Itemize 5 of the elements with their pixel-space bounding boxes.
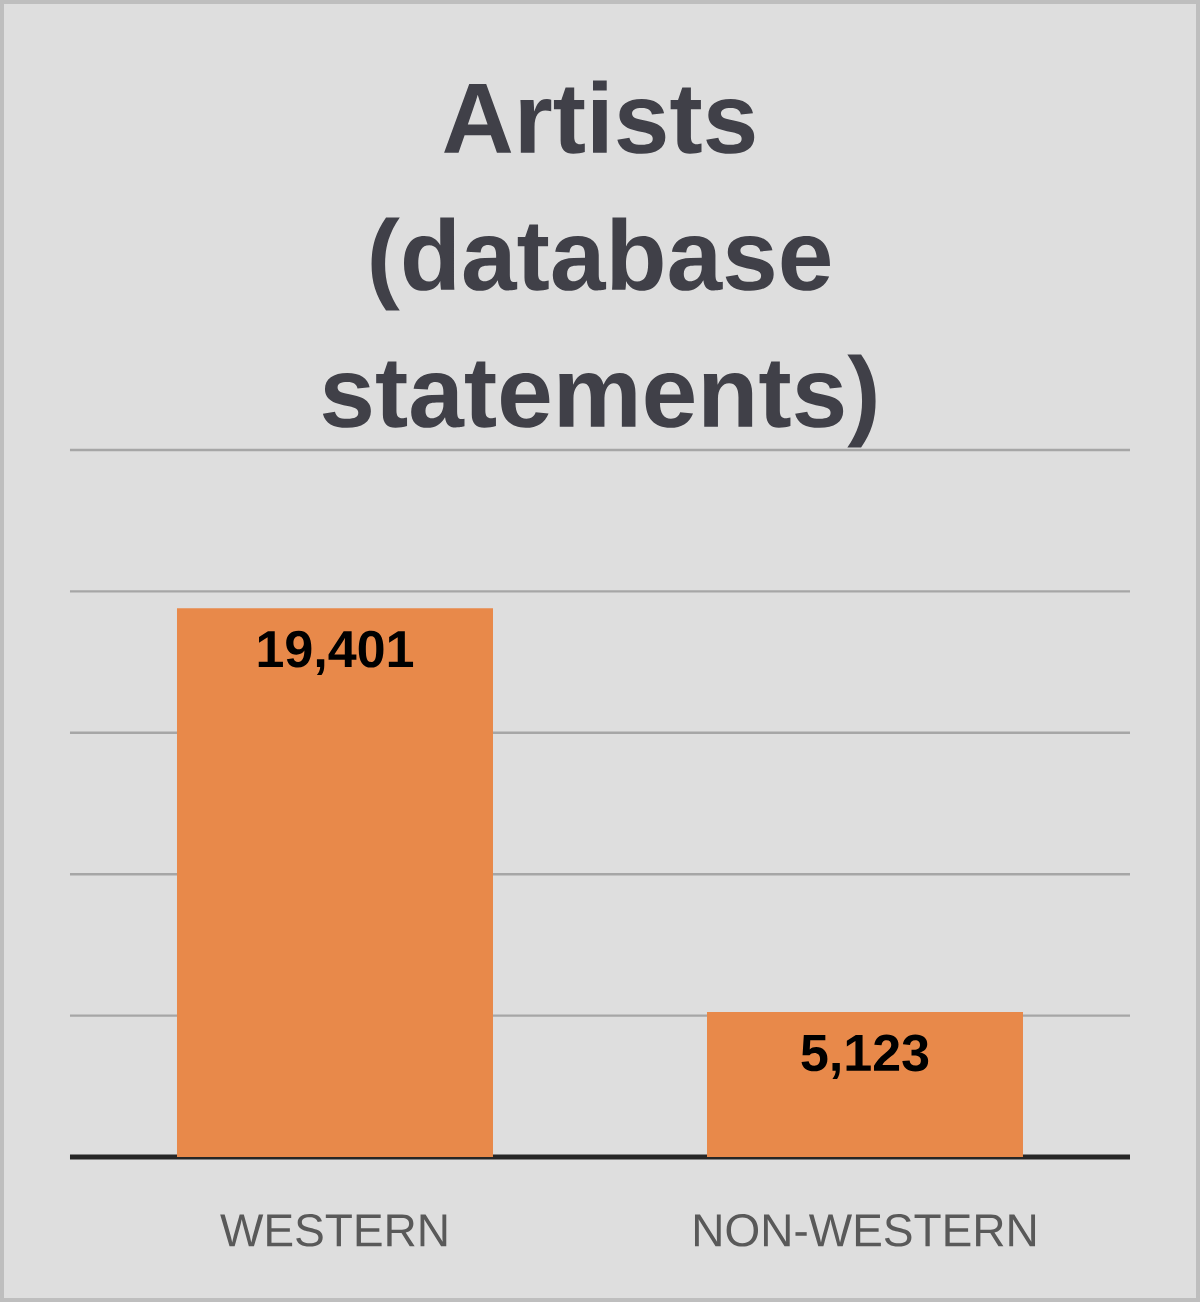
data-label: 19,401 — [258, 630, 414, 676]
x-tick-label: WESTERN — [220, 1214, 447, 1247]
x-tick-label: NON-WESTERN — [694, 1214, 1036, 1247]
data-label: 5,123 — [801, 1034, 929, 1079]
chart-title: Artists (database statements) — [322, 80, 876, 448]
